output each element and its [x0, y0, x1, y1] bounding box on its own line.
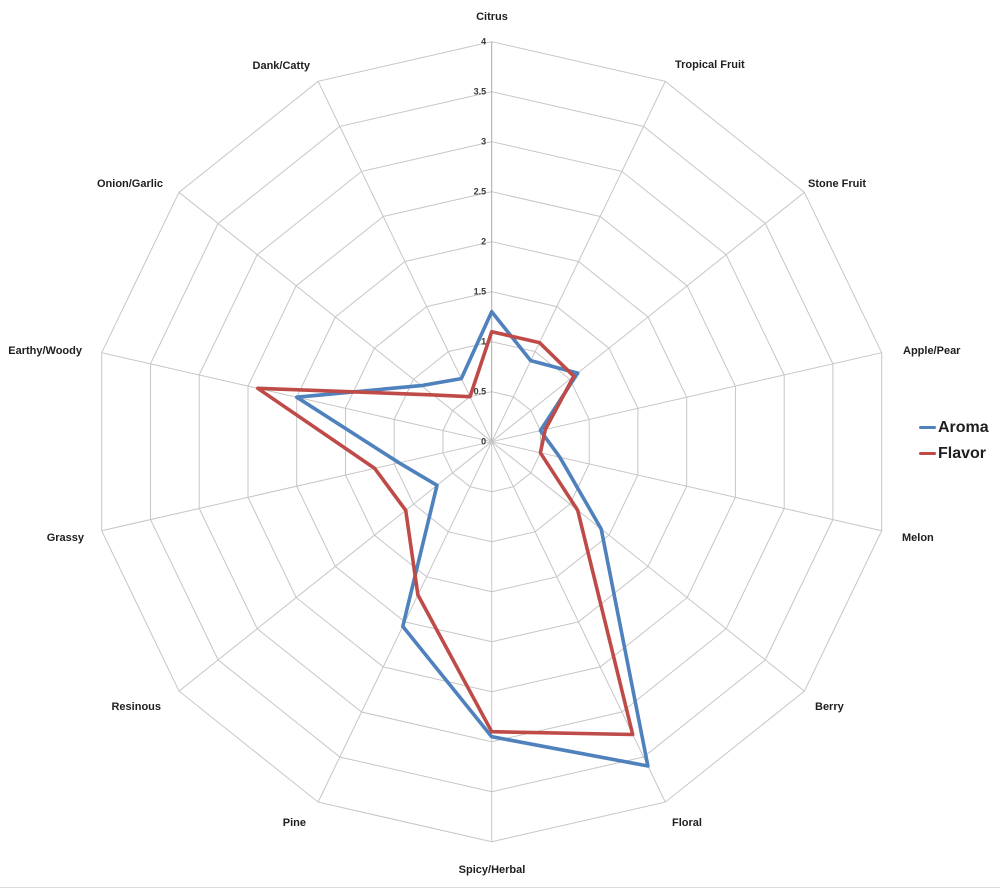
axis-label-earthy-woody: Earthy/Woody	[8, 345, 83, 357]
tick-label-1.5: 1.5	[474, 287, 487, 297]
legend-item-flavor: Flavor	[919, 443, 989, 464]
tick-label-2.5: 2.5	[474, 187, 487, 197]
tick-label-1: 1	[481, 337, 486, 347]
axis-line-berry	[491, 441, 805, 692]
legend-label-aroma: Aroma	[938, 418, 989, 436]
axis-line-tropical-fruit	[491, 81, 666, 442]
axis-label-spicy-herbal: Spicy/Herbal	[459, 864, 526, 876]
legend-label-flavor: Flavor	[938, 444, 987, 462]
tick-label-4: 4	[481, 37, 486, 47]
axis-label-citrus: Citrus	[476, 11, 508, 23]
legend-marker-flavor	[919, 451, 936, 456]
axis-line-grassy	[101, 441, 492, 532]
axis-label-onion-garlic: Onion/Garlic	[97, 178, 163, 190]
axis-line-resinous	[178, 441, 493, 692]
axis-label-dank-catty: Dank/Catty	[253, 60, 311, 72]
tick-label-2: 2	[481, 237, 486, 247]
axis-label-tropical-fruit: Tropical Fruit	[675, 59, 745, 71]
legend-item-aroma: Aroma	[919, 417, 989, 438]
legend-marker-aroma	[919, 425, 936, 430]
axis-label-floral: Floral	[672, 817, 702, 829]
axis-label-grassy: Grassy	[47, 532, 85, 544]
axis-label-pine: Pine	[283, 817, 306, 829]
axis-line-apple-pear	[491, 352, 882, 443]
tick-label-0: 0	[481, 437, 486, 447]
axis-label-berry: Berry	[815, 701, 845, 713]
legend: Aroma Flavor	[919, 417, 989, 464]
axis-label-apple-pear: Apple/Pear	[903, 345, 961, 357]
tick-label-3: 3	[481, 137, 486, 147]
chart-bottom-border	[0, 887, 1000, 888]
axis-label-resinous: Resinous	[111, 701, 161, 713]
axis-line-melon	[491, 441, 882, 532]
axis-label-melon: Melon	[902, 532, 934, 544]
axis-line-stone-fruit	[491, 191, 805, 443]
axis-label-stone-fruit: Stone Fruit	[808, 178, 866, 190]
tick-label-0.5: 0.5	[474, 387, 487, 397]
axis-line-floral	[491, 441, 666, 803]
series-flavor-line	[255, 329, 635, 737]
tick-label-3.5: 3.5	[474, 87, 487, 97]
axis-line-onion-garlic	[178, 191, 493, 443]
axis-line-dank-catty	[317, 81, 493, 442]
